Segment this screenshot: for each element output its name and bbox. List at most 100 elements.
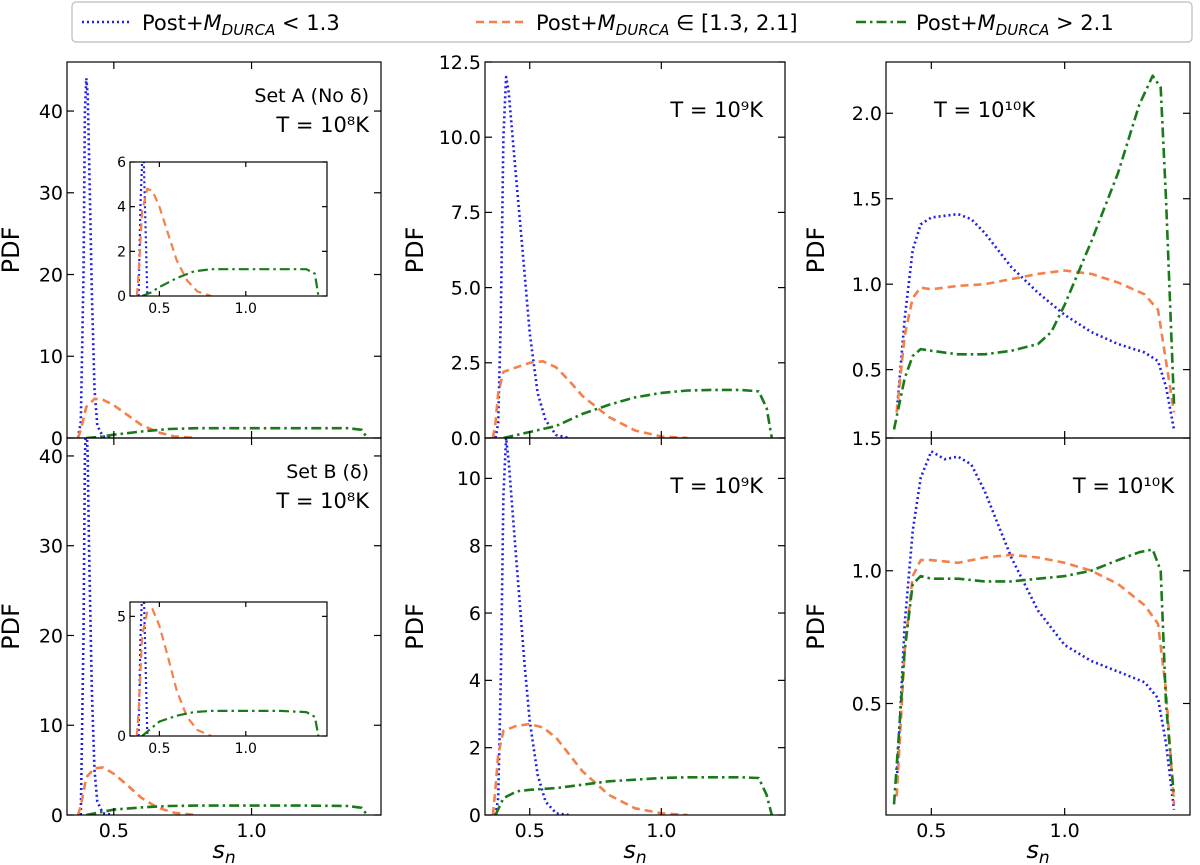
- y-tick-label: 8: [469, 536, 481, 558]
- axes-frame: [885, 437, 1191, 816]
- inset-b1: 0.5 1.0 0 5: [117, 601, 328, 757]
- x-tick-label: 0.5: [148, 741, 170, 757]
- series-line-mid: [135, 608, 212, 736]
- y-tick-label: 4: [469, 670, 481, 692]
- y-axis-label: PDF: [401, 603, 429, 650]
- inset-a1: 0.5 1.0 0 2 4 6: [117, 155, 328, 317]
- panel-annotation: T = 10⁹K: [669, 474, 764, 498]
- y-tick-label: 10.0: [439, 127, 481, 149]
- series-lines: [135, 602, 320, 736]
- inset-frame: [129, 161, 328, 297]
- y-tick-label: 2: [117, 244, 126, 260]
- ticks: [886, 62, 1190, 438]
- x-tick-label: 1.0: [236, 820, 266, 842]
- x-tick-label: 1.0: [235, 741, 257, 757]
- x-tick-label: 1.0: [1050, 820, 1080, 842]
- inset-frame: [129, 601, 328, 737]
- y-tick-label: 6: [469, 603, 481, 625]
- y-axis-label: PDF: [0, 603, 25, 650]
- y-tick-label: 2: [469, 738, 481, 760]
- inset-background: [130, 602, 327, 736]
- series-line-mid: [76, 397, 197, 438]
- y-tick-label: 12.5: [439, 52, 481, 74]
- y-tick-label: 2.0: [852, 103, 882, 125]
- x-tick-label: 1.0: [235, 301, 257, 317]
- panel-b3: 0.5 1.0 0.5 1.0 1.5 PDF sn T = 10¹⁰K: [802, 428, 1191, 865]
- series-line-mid: [491, 359, 688, 438]
- series-line-high: [141, 709, 320, 736]
- panel-b2: 0.5 1.0 0 2 4 6 8 10 PDF sn T = 10⁹K: [401, 437, 786, 865]
- y-tick-label: 10: [457, 468, 481, 490]
- series-lines: [892, 449, 1176, 810]
- y-tick-label: 40: [39, 446, 63, 468]
- y-axis-label: PDF: [802, 603, 830, 650]
- legend-label-mid: Post+MDURCA ∈ [1.3, 2.1]: [536, 11, 798, 39]
- panel-annotation: T = 10¹⁰K: [933, 98, 1036, 122]
- x-axis-label: sn: [623, 836, 646, 865]
- legend-label-low: Post+MDURCA < 1.3: [142, 11, 340, 39]
- y-tick-label: 1.5: [852, 189, 882, 211]
- x-tick-label: 1.0: [646, 820, 676, 842]
- y-tick-label: 5.0: [451, 277, 481, 299]
- y-tick-label: 0: [51, 428, 63, 450]
- series-line-mid: [135, 187, 212, 296]
- series-line-low: [895, 449, 1176, 810]
- series-lines: [892, 74, 1176, 430]
- y-tick-label: 2.5: [451, 353, 481, 375]
- series-line-low: [895, 212, 1176, 430]
- y-axis-label: PDF: [0, 227, 25, 274]
- y-tick-label: 1.0: [852, 274, 882, 296]
- y-tick-label: 20: [39, 264, 63, 286]
- y-tick-label: 0: [469, 805, 481, 827]
- series-line-mid: [895, 269, 1176, 413]
- x-tick-label: 0.5: [916, 820, 946, 842]
- panel-annotation: T = 10⁸K: [275, 113, 370, 137]
- series-line-low: [494, 75, 570, 438]
- panel-annotation: Set A (No δ): [254, 85, 369, 107]
- y-tick-label: 0.5: [852, 693, 882, 715]
- x-tick-label: 0.5: [148, 301, 170, 317]
- series-line-high: [503, 388, 774, 438]
- series-line-high: [892, 548, 1176, 805]
- series-line-low: [76, 77, 114, 438]
- series-lines: [491, 75, 774, 438]
- series-line-mid: [895, 553, 1176, 805]
- y-tick-label: 0: [117, 289, 126, 305]
- panel-annotation: Set B (δ): [286, 461, 369, 483]
- panel-annotation: T = 10¹⁰K: [1072, 474, 1175, 498]
- y-axis-label: PDF: [401, 227, 429, 274]
- legend-label-high: Post+MDURCA > 2.1: [916, 11, 1114, 39]
- y-tick-label: 0: [117, 729, 126, 745]
- series-lines: [76, 77, 369, 438]
- legend-frame: [71, 1, 1193, 43]
- y-tick-label: 30: [39, 183, 63, 205]
- y-tick-label: 7.5: [451, 202, 481, 224]
- y-tick-label: 4: [117, 200, 126, 216]
- legend: Post+MDURCA < 1.3 Post+MDURCA ∈ [1.3, 2.1…: [71, 1, 1193, 43]
- series-line-high: [86, 804, 369, 815]
- x-axis-label: sn: [212, 836, 235, 865]
- panel-a2: 0.0 2.5 5.0 7.5 10.0 12.5 PDF T = 10⁹K: [401, 52, 786, 450]
- y-tick-label: 0: [51, 805, 63, 827]
- y-tick-label: 6: [117, 155, 126, 171]
- panel-annotation: T = 10⁸K: [275, 489, 370, 513]
- x-tick-label: 0.5: [515, 820, 545, 842]
- series-lines: [491, 438, 774, 815]
- panel-annotation: T = 10⁹K: [669, 98, 764, 122]
- x-axis-label: sn: [1026, 836, 1049, 865]
- series-line-low: [79, 438, 115, 815]
- y-tick-label: 40: [39, 101, 63, 123]
- series-line-high: [141, 268, 320, 296]
- y-tick-label: 30: [39, 536, 63, 558]
- panel-b1: 0.5 1.0 0 10 20 30 40 PDF sn Set B (δ) T = 10⁸K 0.5…: [0, 437, 382, 865]
- x-tick-label: 0.5: [99, 820, 129, 842]
- y-tick-label: 0.0: [451, 428, 481, 450]
- y-tick-label: 10: [39, 346, 63, 368]
- y-tick-label: 10: [39, 715, 63, 737]
- panel-a3: 0.5 1.0 1.5 2.0 PDF T = 10¹⁰K: [802, 61, 1191, 439]
- y-tick-label: 5: [117, 609, 126, 625]
- inset-background: [130, 162, 327, 296]
- axes-frame: [66, 437, 382, 816]
- series-line-high: [494, 775, 774, 815]
